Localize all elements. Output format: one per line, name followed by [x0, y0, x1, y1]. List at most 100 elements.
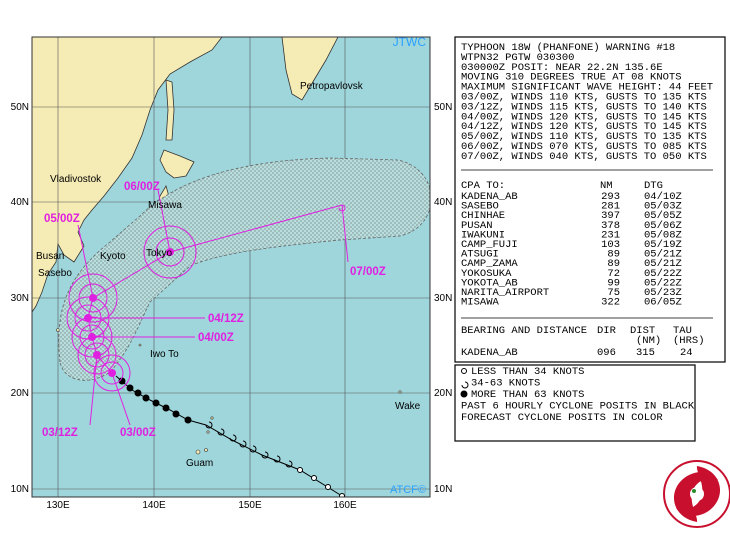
- place-label: Iwo To: [150, 349, 179, 360]
- warning-line: MOVING 310 DEGREES TRUE AT 08 KNOTS: [461, 72, 682, 84]
- cpa-cell: 05/22Z: [644, 277, 682, 289]
- cpa-cell: MISAWA: [461, 297, 500, 309]
- cpa-cell: KADENA_AB: [461, 191, 518, 203]
- cpa-cell: ATSUGI: [461, 249, 499, 261]
- cpa-cell: 06/05Z: [644, 297, 682, 309]
- warning-line: 04/12Z, WINDS 120 KTS, GUSTS TO 145 KTS: [461, 121, 707, 133]
- cpa-cell: PUSAN: [461, 220, 493, 232]
- bearing-header: BEARING AND DISTANCE: [461, 325, 587, 337]
- place-label: Vladivostok: [50, 174, 102, 185]
- warning-line: MAXIMUM SIGNIFICANT WAVE HEIGHT: 44 FEET: [461, 82, 713, 94]
- lat-label: 30N: [434, 293, 452, 304]
- legend-line: MORE THAN 63 KNOTS: [471, 389, 584, 401]
- bearing-cell: 096: [597, 347, 616, 359]
- cpa-cell: 322: [601, 297, 620, 309]
- cpa-cell: 05/23Z: [644, 287, 682, 299]
- cpa-cell: 05/19Z: [644, 239, 682, 251]
- warning-line: 03/00Z, WINDS 110 KTS, GUSTS TO 135 KTS: [461, 92, 707, 104]
- cpa-cell: 281: [601, 201, 620, 213]
- lat-label: 50N: [434, 102, 452, 113]
- lon-label: 150E: [238, 500, 262, 511]
- lat-label: 10N: [11, 484, 29, 495]
- warning-line: 04/00Z, WINDS 120 KTS, GUSTS TO 145 KTS: [461, 111, 707, 123]
- cpa-cell: 05/05Z: [644, 210, 682, 222]
- lat-label: 20N: [11, 388, 29, 399]
- cpa-cell: 397: [601, 210, 620, 222]
- bearing-header: TAU: [673, 325, 692, 337]
- warning-text: TYPHOON 18W (PHANFONE) WARNING #18WTPN32…: [461, 42, 713, 359]
- cpa-cell: CAMP_FUJI: [461, 239, 518, 251]
- bearing-header: DIST: [630, 325, 655, 337]
- legend-line: 34-63 KNOTS: [471, 378, 540, 390]
- forecast-label: 06/00Z: [124, 181, 160, 193]
- cpa-header: NM: [600, 180, 613, 192]
- place-labels: Petropavlovsk Vladivostok Misawa Tokyo Kyoto…: [36, 81, 421, 469]
- bearing-cell: 315: [636, 347, 655, 359]
- bearing-cell: KADENA_AB: [461, 347, 518, 359]
- lon-label: 130E: [46, 500, 70, 511]
- forecast-label: 04/00Z: [198, 332, 234, 344]
- forecast-label: 03/12Z: [42, 427, 78, 439]
- cpa-cell: 72: [607, 268, 620, 280]
- place-label: Sasebo: [38, 268, 72, 279]
- warning-line: 06/00Z, WINDS 070 KTS, GUSTS TO 085 KTS: [461, 141, 707, 153]
- lat-label: 30N: [11, 293, 29, 304]
- cpa-cell: 378: [601, 220, 620, 232]
- logo: [663, 460, 730, 528]
- forecast-cone: [58, 157, 430, 381]
- cpa-cell: NARITA_AIRPORT: [461, 287, 549, 299]
- forecast-positions: [84, 248, 174, 377]
- past-track: [115, 375, 343, 497]
- place-label: Petropavlovsk: [300, 81, 364, 92]
- place-label: Misawa: [148, 200, 182, 211]
- lat-label: 50N: [11, 102, 29, 113]
- forecast-label: 03/00Z: [120, 427, 156, 439]
- cpa-cell: 99: [607, 277, 620, 289]
- cpa-header: CPA TO:: [461, 180, 505, 192]
- place-label: Guam: [186, 458, 213, 469]
- lat-label: 40N: [434, 197, 452, 208]
- cpa-cell: IWAKUNI: [461, 229, 505, 241]
- lat-label: 20N: [434, 388, 452, 399]
- warning-line: 07/00Z, WINDS 040 KTS, GUSTS TO 050 KTS: [461, 151, 707, 163]
- cpa-cell: 293: [601, 191, 620, 203]
- legend-line: FORECAST CYCLONE POSITS IN COLOR: [461, 412, 663, 424]
- cpa-cell: 04/10Z: [644, 191, 682, 203]
- map-frame: [31, 36, 431, 498]
- forecast-label: 04/12Z: [208, 313, 244, 325]
- cpa-cell: YOKOSUKA: [461, 268, 512, 280]
- credit-label: ATCF©: [390, 484, 426, 496]
- legend-panel: [454, 364, 696, 442]
- bearing-header: DIR: [597, 325, 617, 337]
- cpa-header: DTG: [644, 180, 663, 192]
- cpa-cell: 89: [607, 258, 620, 270]
- bearing-unit: (NM): [636, 335, 661, 347]
- lat-lon-labels: 50N 50N 40N 40N 30N 30N 20N 20N 10N 10N 130E 140E 15…: [11, 102, 453, 511]
- cpa-cell: CHINHAE: [461, 210, 505, 222]
- place-label: Busan: [36, 251, 64, 262]
- cpa-cell: 05/08Z: [644, 229, 682, 241]
- warning-panel: [454, 36, 726, 363]
- cpa-cell: YOKOTA_AB: [461, 277, 518, 289]
- place-label: Wake: [395, 401, 421, 412]
- cpa-cell: SASEBO: [461, 201, 499, 213]
- cpa-cell: 05/03Z: [644, 201, 682, 213]
- cpa-cell: 231: [601, 229, 620, 241]
- map: [32, 37, 430, 497]
- warning-line: TYPHOON 18W (PHANFONE) WARNING #18: [461, 42, 675, 54]
- lon-label: 140E: [142, 500, 166, 511]
- warning-line: 030000Z POSIT: NEAR 22.2N 135.6E: [461, 62, 663, 74]
- place-label: Kyoto: [100, 251, 126, 262]
- cpa-cell: 05/21Z: [644, 258, 682, 270]
- forecast-label: 07/00Z: [350, 266, 386, 278]
- forecast-labels: 06/00Z 05/00Z 07/00Z 04/12Z 04/00Z 03/12Z 03/0…: [42, 181, 386, 439]
- place-label: Tokyo: [146, 248, 173, 259]
- forecast-label: 05/00Z: [44, 213, 80, 225]
- legend-line: LESS THAN 34 KNOTS: [471, 366, 584, 378]
- cpa-cell: 75: [607, 287, 620, 299]
- cpa-cell: 05/22Z: [644, 268, 682, 280]
- past-positions: [118, 377, 345, 497]
- lon-label: 160E: [333, 500, 357, 511]
